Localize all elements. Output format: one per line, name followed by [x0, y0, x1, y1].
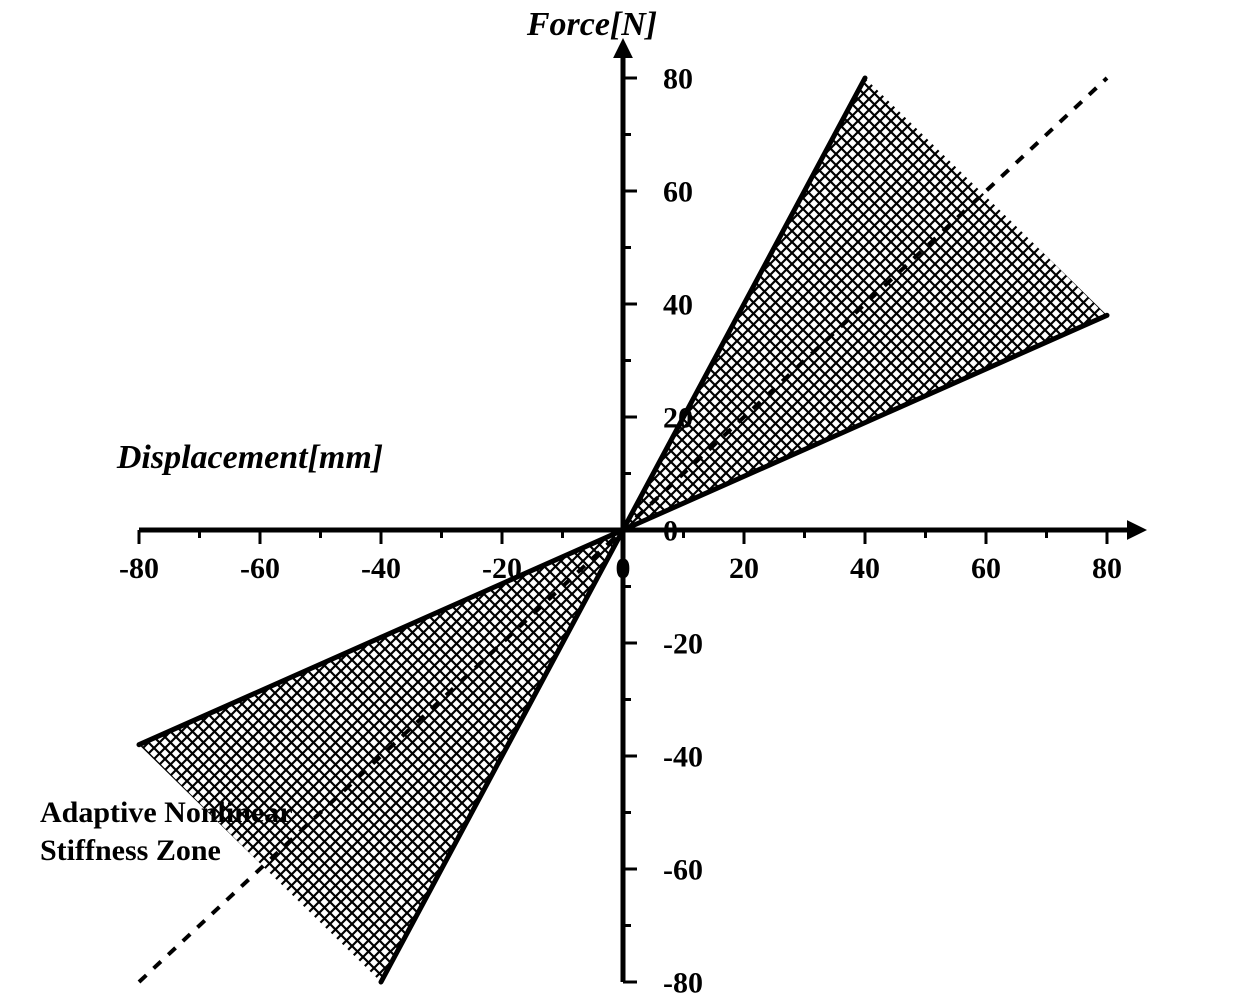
annotation-line: Adaptive Nonlinear	[40, 796, 293, 829]
x-tick-label: 40	[850, 552, 880, 585]
y-tick-label: -60	[663, 854, 703, 887]
y-tick-label: -40	[663, 741, 703, 774]
y-tick-label: -80	[663, 967, 703, 996]
y-tick-label: 40	[663, 289, 693, 322]
chart-container: -80 -60 -40 -20 0 20 40 60 80 -80 -60 -40 -20 0 20 40 60…	[0, 0, 1240, 996]
y-tick-label: 60	[663, 176, 693, 209]
y-axis-title: Force[N]	[526, 6, 657, 43]
x-tick-label: 80	[1092, 552, 1122, 585]
x-tick-label: 0	[616, 552, 631, 585]
x-tick-label: -40	[361, 552, 401, 585]
x-tick-label: 20	[729, 552, 759, 585]
x-tick-label: 60	[971, 552, 1001, 585]
annotation-line: Stiffness Zone	[40, 834, 221, 867]
x-tick-label: -20	[482, 552, 522, 585]
x-tick-label: -80	[119, 552, 159, 585]
y-tick-label: 80	[663, 63, 693, 96]
x-axis-title: Displacement[mm]	[116, 439, 383, 476]
x-tick-label: -60	[240, 552, 280, 585]
force-displacement-chart: -80 -60 -40 -20 0 20 40 60 80 -80 -60 -40 -20 0 20 40 60…	[0, 0, 1240, 996]
y-tick-label: 0	[663, 515, 678, 548]
y-tick-label: 20	[663, 402, 693, 435]
y-tick-label: -20	[663, 628, 703, 661]
